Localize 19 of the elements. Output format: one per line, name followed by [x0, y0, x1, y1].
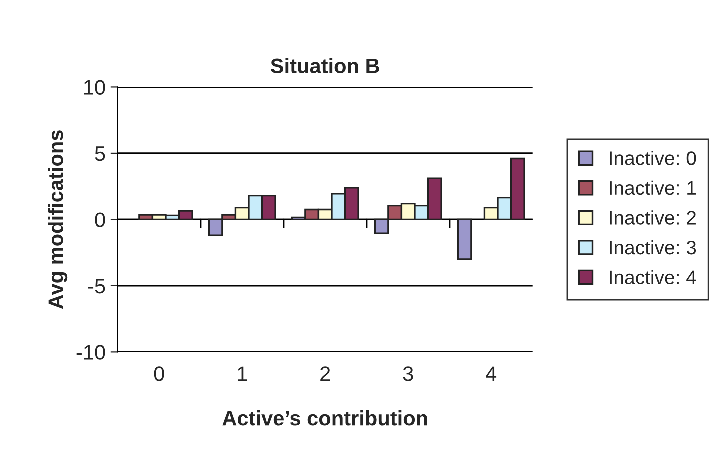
y-tick-label: 5: [95, 146, 106, 162]
legend-label: Inactive: 1: [610, 180, 696, 196]
x-tick-label: 3: [403, 366, 414, 382]
x-axis-title: Active’s contribution: [222, 410, 428, 426]
legend-label: Inactive: 4: [610, 270, 696, 285]
y-tick-label: 0: [95, 212, 106, 228]
y-tick-label: -10: [76, 345, 106, 360]
x-tick-label: 4: [486, 366, 497, 382]
y-tick-label: -5: [88, 279, 106, 294]
bar: [457, 218, 472, 260]
x-tick-label: 2: [320, 366, 330, 382]
legend-label: Inactive: 0: [610, 151, 696, 166]
x-tick-label: 0: [154, 366, 164, 382]
x-tick-label: 1: [238, 366, 248, 382]
y-tick-label: 10: [84, 80, 106, 95]
legend-label: Inactive: 2: [610, 210, 696, 225]
y-axis-title: Avg modifications: [48, 130, 68, 310]
chart-title: Situation B: [270, 58, 380, 74]
legend-label: Inactive: 3: [610, 240, 696, 255]
